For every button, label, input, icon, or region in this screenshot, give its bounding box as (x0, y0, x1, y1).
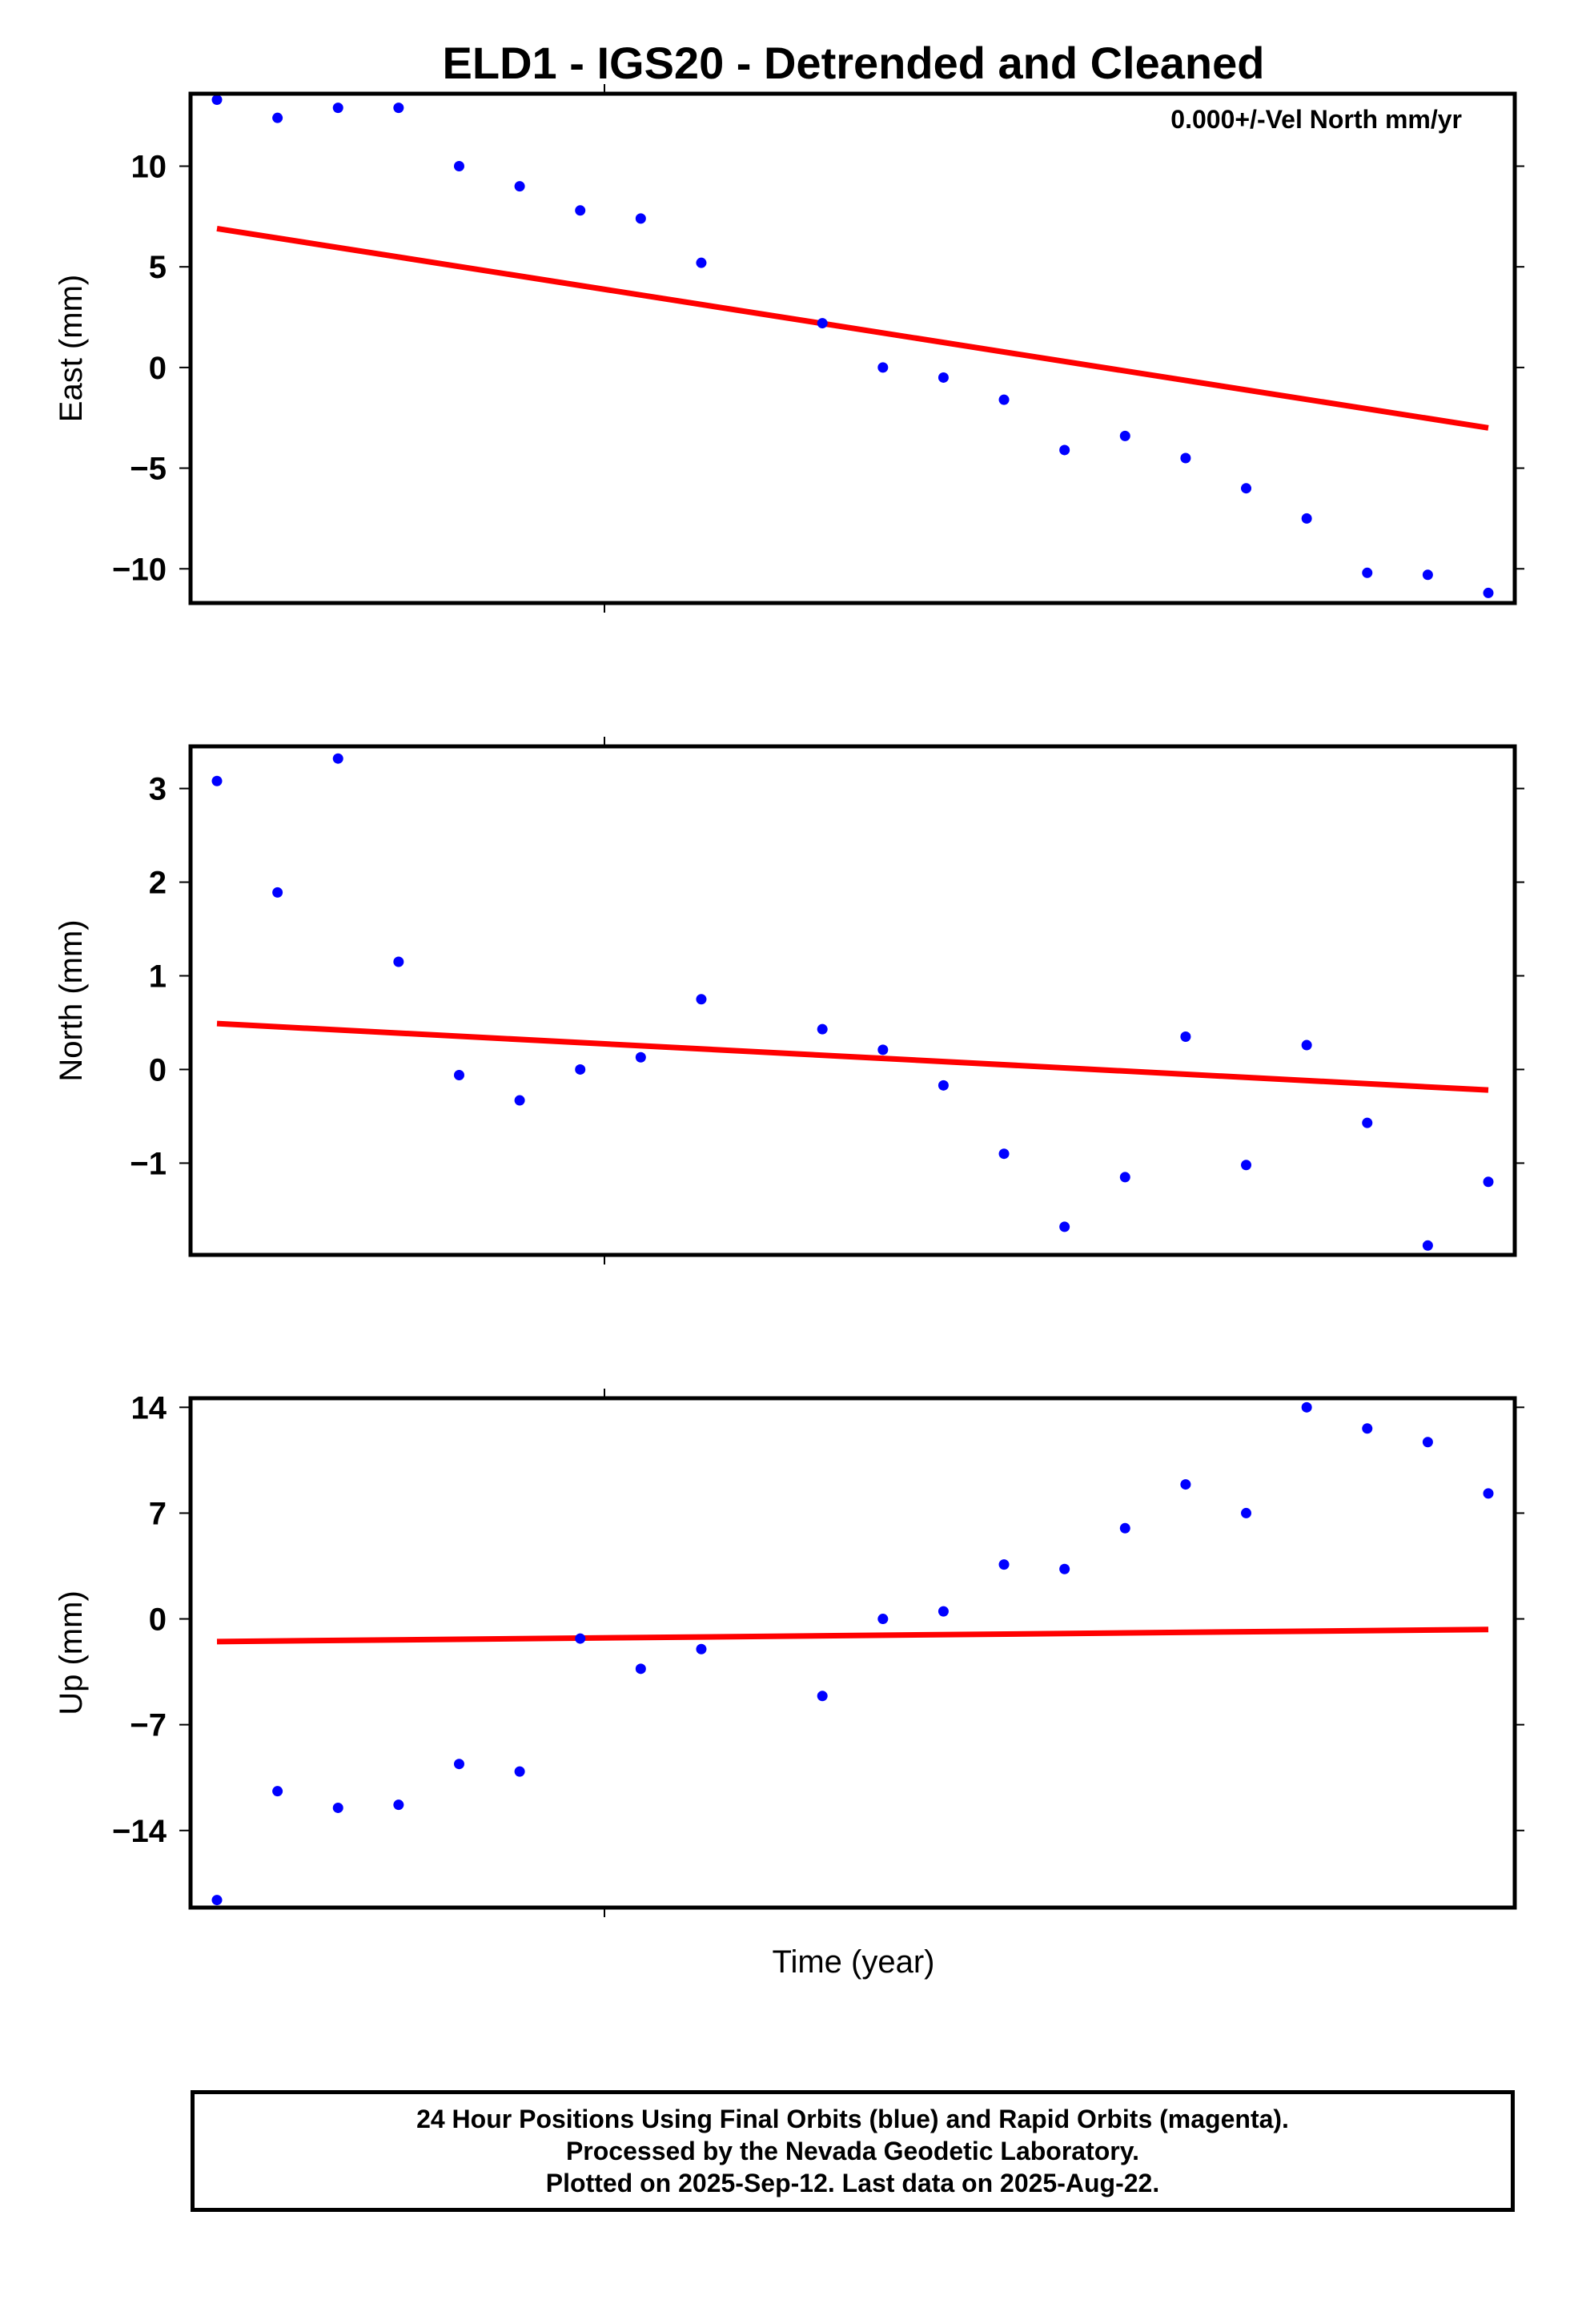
north-data-point (635, 1051, 646, 1063)
east-data-point (1362, 567, 1373, 578)
up-data-point (696, 1643, 707, 1655)
east-data-point (696, 257, 707, 268)
footer-note-box: 24 Hour Positions Using Final Orbits (bl… (191, 2090, 1515, 2212)
east-ytick-label: −10 (112, 552, 167, 587)
north-panel: 3 2 1 0 −1 North (mm) (54, 737, 1524, 1265)
north-ytick-label: −1 (130, 1146, 167, 1181)
up-axis-label: Up (mm) (54, 1590, 89, 1715)
up-trend-line (216, 1626, 1489, 1645)
up-ytick-label: −14 (112, 1814, 167, 1849)
east-ytick-label: 5 (149, 250, 167, 285)
east-data-point (1119, 430, 1130, 441)
up-data-point (514, 1766, 525, 1777)
north-data-point (393, 956, 404, 967)
up-ytick-label: 14 (131, 1390, 167, 1425)
north-data-point (998, 1148, 1010, 1160)
north-axis-label: North (mm) (54, 919, 89, 1081)
up-plot-frame (188, 1396, 1517, 1910)
east-axis-label: East (mm) (54, 275, 89, 422)
north-data-point (1301, 1039, 1312, 1051)
north-plot-frame (188, 744, 1517, 1257)
up-data-point (817, 1691, 828, 1702)
east-data-point (877, 362, 889, 373)
east-data-point (817, 318, 828, 329)
east-data-point (393, 103, 404, 114)
east-data-point (1059, 444, 1070, 456)
north-data-point (575, 1063, 586, 1075)
up-ytick-label: 7 (149, 1496, 167, 1531)
east-plot-frame (188, 91, 1517, 605)
up-ytick-label: 0 (149, 1602, 167, 1638)
footer-line-1: 24 Hour Positions Using Final Orbits (bl… (416, 2105, 1289, 2133)
up-data-point (998, 1559, 1010, 1570)
east-data-point (332, 103, 343, 114)
east-ytick-label: 10 (131, 149, 167, 184)
east-data-point (1241, 483, 1252, 494)
east-data-point (575, 205, 586, 216)
up-data-point (1119, 1522, 1130, 1534)
north-ytick-label: 1 (149, 959, 167, 995)
up-data-point (575, 1633, 586, 1644)
north-data-point (817, 1023, 828, 1035)
up-data-point (1301, 1401, 1312, 1413)
north-ytick-label: 2 (149, 866, 167, 901)
up-data-point (635, 1663, 646, 1675)
footer-line-2: Processed by the Nevada Geodetic Laborat… (565, 2137, 1140, 2165)
north-data-point (1422, 1240, 1433, 1251)
figure-title: ELD1 - IGS20 - Detrended and Cleaned (443, 38, 1265, 88)
north-data-point (1362, 1117, 1373, 1128)
north-data-point (1119, 1172, 1130, 1183)
east-data-point (453, 160, 464, 171)
up-data-point (1362, 1423, 1373, 1434)
north-data-point (211, 775, 223, 786)
velocity-annotation: 0.000+/-Vel North mm/yr (1170, 105, 1462, 134)
north-data-point (453, 1069, 464, 1080)
north-data-point (1241, 1160, 1252, 1171)
up-data-point (1059, 1563, 1070, 1574)
up-data-point (1483, 1488, 1494, 1499)
east-trend-line (216, 225, 1489, 431)
north-data-point (938, 1080, 949, 1091)
up-data-point (332, 1802, 343, 1813)
east-data-point (211, 94, 223, 106)
east-data-point (938, 372, 949, 383)
north-ytick-label: 3 (149, 772, 167, 807)
north-data-point (1059, 1221, 1070, 1232)
east-ytick-label: −5 (130, 452, 167, 487)
north-data-point (514, 1095, 525, 1106)
footer-line-3: Plotted on 2025-Sep-12. Last data on 202… (545, 2169, 1160, 2197)
east-data-point (1483, 587, 1494, 598)
north-data-point (1483, 1176, 1494, 1188)
up-data-point (1180, 1479, 1191, 1490)
east-data-point (1301, 513, 1312, 524)
up-data-point (211, 1895, 223, 1906)
up-data-point (272, 1786, 283, 1797)
up-data-point (1241, 1507, 1252, 1518)
north-trend-line (216, 1020, 1489, 1093)
x-axis-label: Time (year) (773, 1944, 935, 1980)
north-data-point (696, 994, 707, 1005)
east-data-point (998, 394, 1010, 405)
east-ytick-label: 0 (149, 351, 167, 386)
up-data-point (453, 1759, 464, 1770)
north-ytick-label: 0 (149, 1052, 167, 1088)
time-series-figure: ELD1 - IGS20 - Detrended and Cleaned 105… (54, 38, 1524, 1980)
east-data-point (514, 181, 525, 192)
up-data-point (938, 1606, 949, 1617)
north-data-point (877, 1044, 889, 1055)
up-data-point (877, 1614, 889, 1625)
up-ytick-label: −7 (130, 1708, 167, 1743)
up-panel: 14 7 0 −7 −14 Up (mm) (54, 1389, 1524, 1917)
east-data-point (1180, 452, 1191, 464)
up-data-point (1422, 1437, 1433, 1448)
north-data-point (1180, 1031, 1191, 1043)
north-data-point (272, 887, 283, 898)
up-data-point (393, 1799, 404, 1811)
north-data-point (332, 753, 343, 764)
east-data-point (1422, 569, 1433, 581)
east-data-point (272, 112, 283, 123)
east-panel: 10 5 0 −5 −10 East (mm) 0.000+/-Vel North mm/y… (54, 84, 1524, 613)
east-data-point (635, 213, 646, 224)
